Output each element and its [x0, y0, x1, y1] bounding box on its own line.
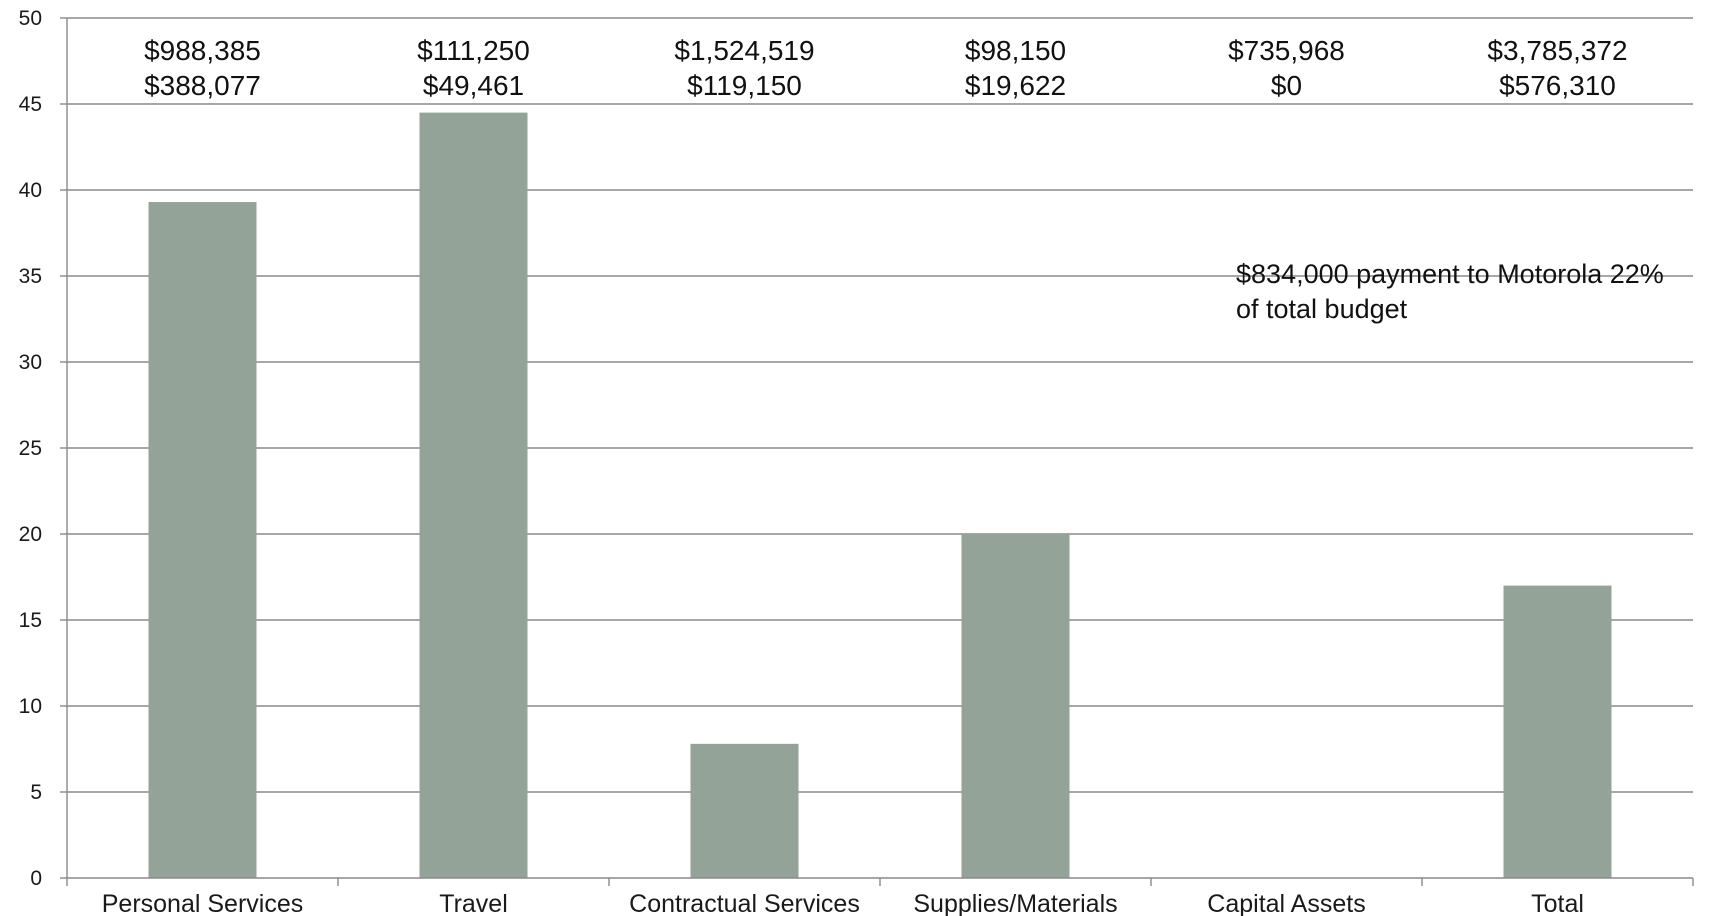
- bar-contractual-services: [690, 743, 799, 878]
- x-label-travel: Travel: [439, 890, 508, 916]
- data-annotations: $988,385 $388,077 $111,250 $49,461 $1,524,51…: [144, 35, 1627, 101]
- y-tick-label-30: 30: [19, 351, 42, 374]
- bar-supplies-materials: [961, 534, 1070, 878]
- note-line-2: of total budget: [1236, 294, 1408, 324]
- annotation-top-total: $3,785,372: [1487, 35, 1627, 66]
- x-label-personal-services: Personal Services: [102, 890, 303, 916]
- y-tick-label-10: 10: [19, 695, 42, 718]
- bar-total: [1503, 585, 1612, 878]
- bars: [148, 112, 1612, 879]
- bar-travel: [419, 112, 528, 879]
- annotation-top-travel: $111,250: [417, 35, 530, 66]
- annotation-bottom-total: $576,310: [1499, 70, 1616, 101]
- y-tick-label-20: 20: [19, 523, 42, 546]
- annotation-top-capital-assets: $735,968: [1228, 35, 1345, 66]
- y-tick-label-0: 0: [30, 867, 42, 890]
- x-label-supplies-materials: Supplies/Materials: [913, 890, 1117, 916]
- annotation-top-contractual-services: $1,524,519: [674, 35, 814, 66]
- annotation-bottom-contractual-services: $119,150: [687, 70, 802, 101]
- x-label-total: Total: [1531, 890, 1584, 916]
- annotation-top-personal-services: $988,385: [144, 35, 261, 66]
- y-tick-label-40: 40: [19, 179, 42, 202]
- y-axis-ticks: 0 5 10 15 20 25 30 35 40 45 50: [19, 7, 67, 890]
- bar-personal-services: [148, 202, 257, 879]
- x-label-capital-assets: Capital Assets: [1207, 890, 1365, 916]
- y-tick-label-5: 5: [30, 781, 42, 804]
- y-tick-label-45: 45: [19, 93, 42, 116]
- annotation-bottom-personal-services: $388,077: [144, 70, 261, 101]
- annotation-top-supplies-materials: $98,150: [965, 35, 1066, 66]
- axes: [66, 18, 1694, 886]
- x-axis-labels: Personal Services Travel Contractual Servi…: [102, 890, 1584, 916]
- y-tick-label-50: 50: [19, 7, 42, 30]
- x-label-contractual-services: Contractual Services: [629, 890, 860, 916]
- note-line-1: $834,000 payment to Motorola 22%: [1236, 259, 1664, 289]
- gridlines: [67, 17, 1693, 793]
- y-tick-label-35: 35: [19, 265, 42, 288]
- annotation-bottom-supplies-materials: $19,622: [965, 70, 1066, 101]
- annotation-bottom-capital-assets: $0: [1271, 70, 1302, 101]
- y-tick-label-15: 15: [19, 609, 42, 632]
- annotation-bottom-travel: $49,461: [423, 70, 524, 101]
- y-tick-label-25: 25: [19, 437, 42, 460]
